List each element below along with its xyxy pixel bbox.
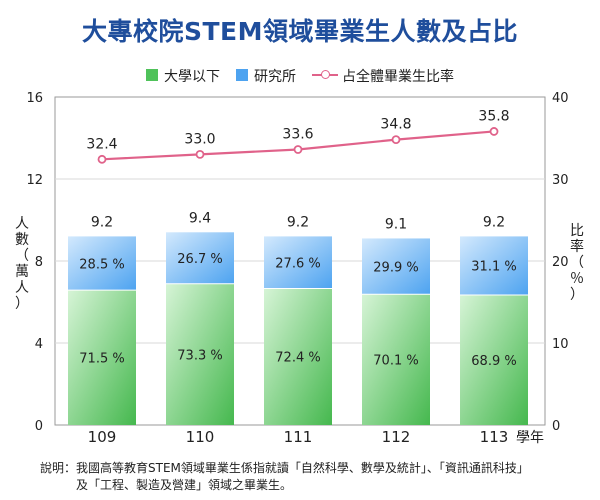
y-right-axis-label-char: 比: [570, 223, 584, 239]
legend-label-ratio: 占全體畢業生比率: [342, 69, 454, 85]
y-left-axis-label-char: （: [15, 248, 29, 264]
x-tick-label: 109: [88, 428, 117, 446]
bar-total-label: 9.2: [483, 214, 505, 230]
x-tick-label: 112: [382, 428, 411, 446]
legend-marker-icon: [321, 70, 330, 79]
y-left-tick-label: 8: [35, 255, 43, 270]
bar-label-grad: 27.6 %: [275, 256, 320, 271]
ratio-point: [489, 127, 499, 136]
y-left-axis-label-char: 人: [15, 280, 29, 296]
bar-segment-under-grad: [264, 288, 332, 425]
y-right-tick-label: 20: [552, 255, 569, 270]
bar-segment-grad: [460, 236, 528, 296]
bar-segment-under-grad: [460, 295, 528, 425]
y-right-tick-label: 30: [552, 173, 569, 188]
x-tick-label: 110: [186, 428, 215, 446]
ratio-value-label: 32.4: [86, 136, 117, 152]
bar-segment-grad: [362, 238, 430, 295]
legend-label-grad: 研究所: [254, 69, 296, 85]
x-tick-label: 113: [480, 428, 509, 446]
y-left-axis-label-char: 數: [15, 232, 29, 248]
bar-label-grad: 28.5 %: [79, 257, 124, 272]
bar-segment-grad: [264, 236, 332, 289]
y-right-axis-label-char: 率: [570, 238, 584, 255]
ratio-point: [195, 149, 205, 159]
y-left-tick-label: 12: [26, 173, 43, 188]
y-left-axis-label-char: ）: [15, 296, 29, 312]
bar-label-grad: 26.7 %: [177, 252, 222, 267]
bar-label-under-grad: 70.1 %: [373, 354, 418, 369]
ratio-value-label: 33.0: [184, 131, 215, 147]
footnote-line-1: 說明：我國高等教育STEM領域畢業生係指就讀「自然科學、數學及統計」、「資訊通訊…: [40, 461, 529, 475]
footnote: 說明：我國高等教育STEM領域畢業生係指就讀「自然科學、數學及統計」、「資訊通訊…: [40, 460, 595, 494]
legend-swatch-green: [146, 69, 158, 81]
x-axis-year-suffix: 學年: [516, 430, 544, 446]
ratio-value-label: 35.8: [478, 108, 509, 124]
y-right-tick-label: 0: [552, 419, 560, 434]
bar-segment-grad: [68, 236, 136, 291]
ratio-point: [293, 145, 303, 154]
bar-label-under-grad: 72.4 %: [275, 351, 320, 366]
legend-swatch-blue: [236, 69, 248, 81]
ratio-point: [97, 154, 107, 164]
ratio-point: [391, 135, 401, 145]
bar-segment-grad: [166, 232, 234, 284]
ratio-value-label: 34.8: [380, 117, 411, 133]
y-left-axis-label-char: 萬: [15, 264, 29, 280]
y-left-tick-label: 4: [35, 337, 43, 352]
bar-label-under-grad: 73.3 %: [177, 348, 222, 363]
bar-segment-under-grad: [362, 294, 430, 425]
y-left-axis-label-char: 人: [15, 216, 29, 232]
bar-total-label: 9.1: [385, 216, 407, 232]
y-right-axis-label-char: （: [570, 255, 584, 271]
chart-title: 大專校院STEM領域畢業生人數及占比: [81, 17, 518, 46]
y-right-tick-label: 40: [552, 91, 569, 106]
bar-label-grad: 31.1 %: [471, 260, 516, 275]
y-right-axis-label-char: ）: [570, 287, 584, 303]
bar-total-label: 9.2: [91, 214, 113, 230]
bar-label-under-grad: 71.5 %: [79, 352, 124, 367]
y-right-axis-label-char: ％: [570, 271, 584, 287]
y-left-tick-label: 16: [26, 91, 43, 106]
bar-total-label: 9.2: [287, 214, 309, 230]
bar-segment-under-grad: [166, 283, 234, 425]
ratio-value-label: 33.6: [282, 126, 313, 142]
bar-label-grad: 29.9 %: [373, 260, 418, 275]
footnote-line-2: 及「工程、製造及營建」領域之畢業生。: [76, 478, 293, 492]
bar-label-under-grad: 68.9 %: [471, 354, 516, 369]
y-left-tick-label: 0: [35, 419, 43, 434]
x-tick-label: 111: [284, 428, 313, 446]
y-right-tick-label: 10: [552, 337, 569, 352]
legend-label-under-grad: 大學以下: [164, 69, 220, 85]
bar-segment-under-grad: [68, 290, 136, 425]
bar-total-label: 9.4: [189, 210, 211, 226]
